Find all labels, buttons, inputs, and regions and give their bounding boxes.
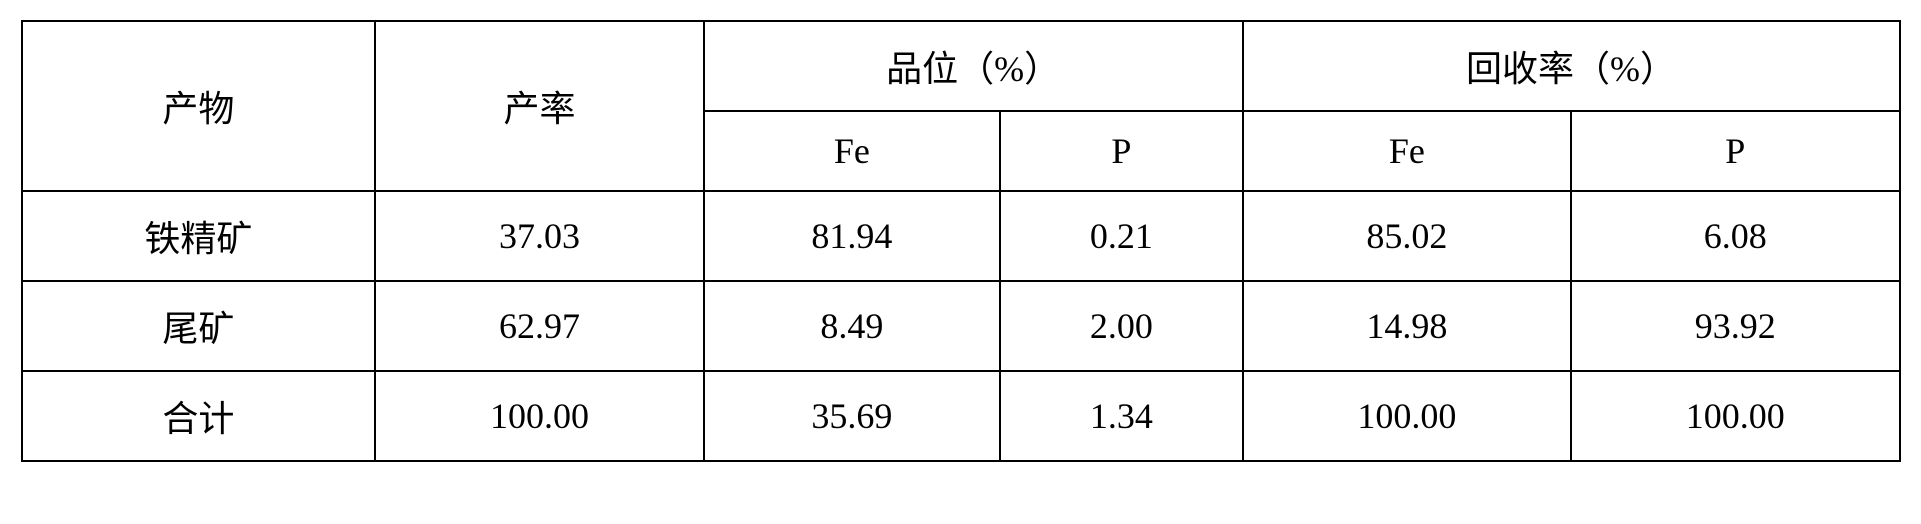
cell-grade-p: 1.34	[1000, 371, 1243, 461]
cell-recovery-p: 93.92	[1571, 281, 1899, 371]
cell-product: 铁精矿	[22, 191, 376, 281]
header-grade-fe: Fe	[704, 111, 1000, 191]
cell-grade-fe: 8.49	[704, 281, 1000, 371]
header-product: 产物	[22, 21, 376, 191]
cell-product: 尾矿	[22, 281, 376, 371]
table-container: 产物 产率 品位（%） 回收率（%） Fe P Fe P 铁精矿 37.03 8…	[20, 20, 1901, 462]
cell-grade-fe: 35.69	[704, 371, 1000, 461]
cell-grade-p: 0.21	[1000, 191, 1243, 281]
header-grade-p: P	[1000, 111, 1243, 191]
cell-recovery-p: 6.08	[1571, 191, 1899, 281]
cell-product: 合计	[22, 371, 376, 461]
cell-yield: 62.97	[375, 281, 703, 371]
cell-yield: 100.00	[375, 371, 703, 461]
cell-grade-p: 2.00	[1000, 281, 1243, 371]
cell-recovery-fe: 85.02	[1243, 191, 1571, 281]
data-table: 产物 产率 品位（%） 回收率（%） Fe P Fe P 铁精矿 37.03 8…	[21, 20, 1901, 462]
table-row: 铁精矿 37.03 81.94 0.21 85.02 6.08	[22, 191, 1900, 281]
cell-recovery-p: 100.00	[1571, 371, 1899, 461]
table-body: 铁精矿 37.03 81.94 0.21 85.02 6.08 尾矿 62.97…	[22, 191, 1900, 461]
table-header: 产物 产率 品位（%） 回收率（%） Fe P Fe P	[22, 21, 1900, 191]
cell-grade-fe: 81.94	[704, 191, 1000, 281]
header-row-1: 产物 产率 品位（%） 回收率（%）	[22, 21, 1900, 111]
table-row: 合计 100.00 35.69 1.34 100.00 100.00	[22, 371, 1900, 461]
table-row: 尾矿 62.97 8.49 2.00 14.98 93.92	[22, 281, 1900, 371]
header-recovery: 回收率（%）	[1243, 21, 1900, 111]
cell-recovery-fe: 14.98	[1243, 281, 1571, 371]
header-yield: 产率	[375, 21, 703, 191]
header-recovery-p: P	[1571, 111, 1899, 191]
cell-recovery-fe: 100.00	[1243, 371, 1571, 461]
header-recovery-fe: Fe	[1243, 111, 1571, 191]
cell-yield: 37.03	[375, 191, 703, 281]
header-grade: 品位（%）	[704, 21, 1243, 111]
